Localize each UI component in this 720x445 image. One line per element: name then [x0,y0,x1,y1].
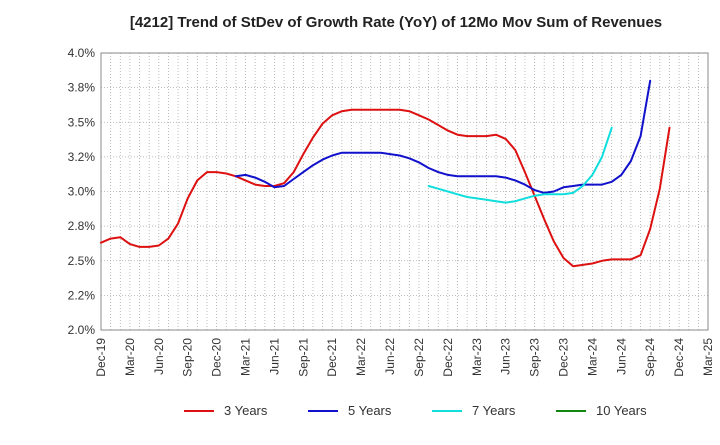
grid-layer [100,52,709,331]
x-tick-label: Mar-24 [585,338,599,376]
legend-label-10-years: 10 Years [596,403,647,418]
x-tick-label: Mar-23 [470,338,484,376]
legend-label-5-years: 5 Years [348,403,392,418]
x-tick-label: Mar-20 [123,338,137,376]
y-tick-label: 3.0% [68,185,96,199]
x-tick-label: Jun-24 [614,338,628,375]
y-tick-label: 3.2% [68,150,96,164]
y-tick-label: 2.2% [68,288,96,302]
series-line-5-years [234,79,652,194]
legend-label-7-years: 7 Years [472,403,516,418]
x-tick-label: Sep-20 [181,338,195,377]
y-tick-label: 2.0% [68,323,96,337]
x-tick-label: Sep-23 [528,338,542,377]
x-tick-label: Sep-24 [643,338,657,377]
x-tick-label: Sep-22 [412,338,426,377]
y-tick-label: 2.8% [68,219,96,233]
x-tick-label: Dec-21 [325,338,339,377]
x-tick-label: Mar-21 [239,338,253,376]
axis-layer: 4.0%3.8%3.5%3.2%3.0%2.8%2.5%2.2%2.0%Dec-… [68,46,715,377]
series-layer [100,79,671,268]
legend-label-3-years: 3 Years [224,403,268,418]
x-tick-label: Jun-22 [383,338,397,375]
y-tick-label: 3.5% [68,115,96,129]
x-tick-label: Jun-23 [499,338,513,375]
chart-title: [4212] Trend of StDev of Growth Rate (Yo… [130,14,662,31]
x-tick-label: Mar-22 [354,338,368,376]
x-tick-label: Dec-23 [556,338,570,377]
x-tick-label: Dec-19 [94,338,108,377]
series-line-3-years [100,108,671,268]
x-tick-label: Dec-20 [210,338,224,377]
x-tick-label: Mar-25 [701,338,715,376]
x-tick-label: Dec-22 [441,338,455,377]
x-tick-label: Dec-24 [672,338,686,377]
x-tick-label: Jun-20 [152,338,166,375]
plot-border [100,52,709,331]
series-line-7-years [427,126,613,204]
y-tick-label: 3.8% [68,81,96,95]
x-tick-label: Sep-21 [296,338,310,377]
legend: 3 Years 5 Years 7 Years 10 Years [184,403,647,418]
y-tick-label: 4.0% [68,46,96,60]
x-tick-label: Jun-21 [267,338,281,375]
y-tick-label: 2.5% [68,254,96,268]
